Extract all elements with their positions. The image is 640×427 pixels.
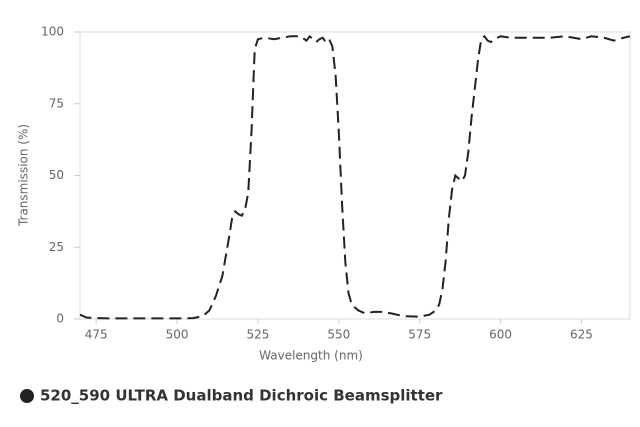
plot-frame [79, 31, 631, 320]
y-axis-label: Transmission (%) [17, 124, 31, 227]
y-tick-label: 0 [56, 312, 64, 326]
y-tick-label: 25 [49, 240, 64, 254]
x-tick-label: 550 [327, 328, 350, 342]
x-axis-label: Wavelength (nm) [259, 349, 363, 363]
x-tick-label: 600 [489, 328, 512, 342]
y-tick-label: 50 [49, 168, 64, 182]
y-tick-label: 75 [49, 96, 64, 110]
x-tick-label: 625 [570, 328, 593, 342]
legend-text: 520_590 ULTRA Dualband Dichroic Beamspli… [40, 387, 443, 405]
x-tick-label: 500 [166, 328, 189, 342]
x-tick-label: 525 [246, 328, 269, 342]
x-tick-label: 575 [408, 328, 431, 342]
series-line [79, 34, 631, 320]
x-tick-label: 475 [85, 328, 108, 342]
y-tick-label: 100 [41, 25, 64, 39]
legend-marker [20, 389, 34, 403]
